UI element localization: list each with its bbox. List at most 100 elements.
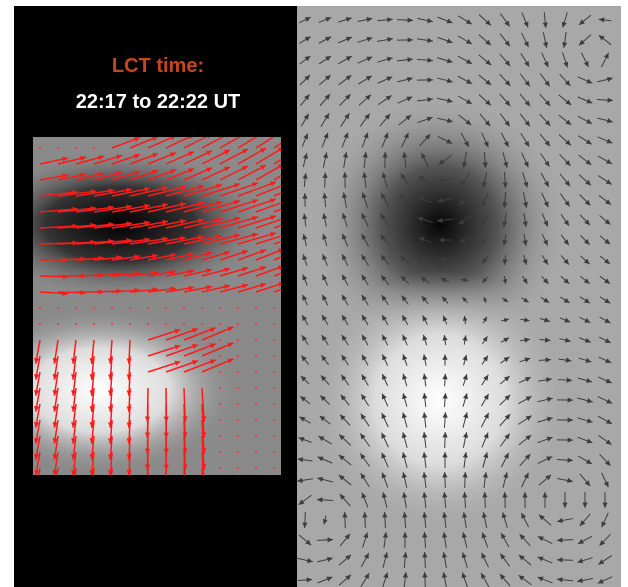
grid-dot: [219, 403, 221, 405]
arrow-head: [399, 235, 406, 242]
arrow-head: [270, 231, 276, 237]
arrow-head: [518, 575, 525, 581]
arrow-shaft: [147, 328, 181, 341]
grid-dot: [255, 451, 257, 453]
grid-dot: [219, 339, 221, 341]
arrow-head: [278, 248, 281, 254]
arrow-head: [192, 360, 199, 365]
arrow-head: [298, 499, 305, 505]
arrow-head: [381, 452, 387, 459]
arrow-head: [206, 284, 212, 291]
arrow-head: [546, 416, 553, 422]
arrow-head: [134, 153, 140, 159]
arrow-head: [242, 250, 248, 255]
arrow-shaft: [74, 467, 77, 475]
arrow-head: [524, 357, 531, 363]
arrow-head: [401, 452, 407, 459]
arrow-head: [174, 360, 181, 366]
arrow-head: [341, 334, 347, 341]
arrow-head: [162, 202, 168, 209]
arrow-shaft: [201, 403, 205, 438]
arrow-head: [260, 148, 266, 154]
arrow-head: [198, 218, 204, 224]
arrow-head: [442, 412, 448, 418]
arrow-head: [503, 297, 509, 302]
arrow-head: [544, 80, 550, 87]
arrow-shaft: [237, 198, 277, 213]
arrow-head: [422, 373, 428, 380]
arrow-head: [466, 78, 473, 84]
arrow-head: [546, 436, 553, 442]
arrow-head: [361, 374, 367, 381]
arrow-head: [542, 258, 548, 265]
arrow-head: [482, 162, 488, 168]
arrow-head: [341, 374, 347, 381]
arrow-head: [401, 492, 408, 498]
grid-dot: [237, 307, 239, 309]
arrow-shaft: [147, 219, 187, 229]
arrow-head: [345, 574, 352, 581]
arrow-head: [542, 278, 549, 284]
arrow-head: [278, 147, 281, 153]
arrow-shaft: [92, 467, 95, 475]
arrow-head: [152, 169, 158, 175]
arrow-head: [419, 257, 426, 263]
arrow-head: [586, 418, 593, 424]
arrow-head: [322, 519, 328, 525]
arrow-head: [317, 497, 323, 503]
arrow-head: [485, 39, 492, 46]
grid-dot: [237, 371, 239, 373]
arrow-head: [481, 181, 487, 188]
arrow-head: [523, 181, 529, 188]
arrow-head: [304, 36, 311, 42]
arrow-head: [564, 160, 571, 166]
grid-dot: [93, 323, 95, 325]
arrow-head: [499, 573, 506, 580]
arrow-head: [586, 398, 593, 404]
arrow-head: [461, 532, 467, 539]
arrow-shaft: [183, 467, 186, 475]
arrow-head: [586, 377, 593, 383]
arrow-head: [418, 237, 425, 242]
grid-dot: [201, 307, 203, 309]
grid-dot: [57, 307, 59, 309]
arrow-head: [385, 95, 392, 101]
grid-dot: [273, 419, 275, 421]
arrow-head: [605, 378, 612, 384]
arrow-shaft: [201, 234, 241, 245]
arrow-head: [598, 35, 605, 41]
arrow-head: [461, 162, 468, 168]
arrow-shaft: [57, 207, 97, 213]
arrow-shaft: [273, 208, 281, 213]
arrow-shaft: [75, 189, 115, 197]
arrow-head: [188, 268, 194, 275]
arrow-head: [108, 188, 114, 194]
arrow-head: [360, 433, 366, 440]
arrow-head: [322, 254, 328, 261]
arrow-head: [80, 155, 86, 161]
arrow-head: [537, 536, 544, 542]
arrow-head: [362, 512, 368, 518]
arrow-head: [565, 119, 572, 126]
arrow-head: [361, 492, 367, 499]
arrow-head: [384, 113, 391, 120]
arrow-head: [584, 337, 591, 343]
arrow-head: [483, 432, 489, 439]
arrow-shaft: [165, 235, 205, 245]
arrow-head: [338, 454, 345, 461]
arrow-head: [227, 342, 234, 348]
arrow-head: [545, 474, 552, 481]
arrow-head: [301, 335, 307, 342]
arrow-head: [562, 42, 568, 48]
arrow-head: [300, 375, 307, 382]
arrow-head: [180, 185, 186, 191]
arrow-shaft: [129, 220, 169, 229]
arrow-shaft: [273, 240, 281, 245]
arrow-head: [198, 201, 204, 207]
grid-dot: [75, 147, 77, 149]
arrow-shaft: [201, 451, 205, 475]
arrow-head: [583, 239, 590, 245]
arrow-head: [604, 460, 611, 466]
arrow-head: [585, 159, 592, 165]
arrow-head: [422, 354, 428, 361]
